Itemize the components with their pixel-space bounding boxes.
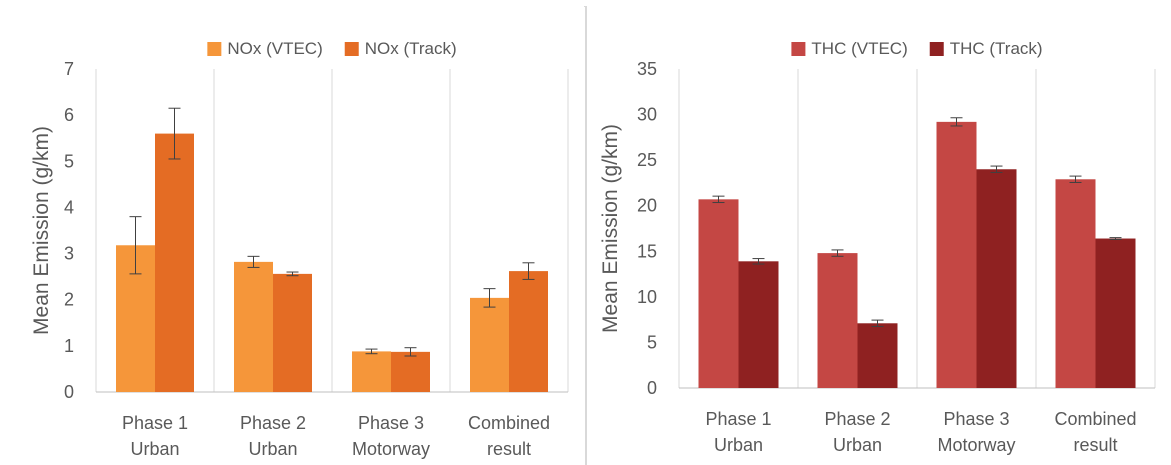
nox-legend-label: NOx (VTEC): [227, 39, 322, 58]
nox-category-label: result: [487, 439, 531, 459]
nox-category-label: Phase 1: [122, 413, 188, 433]
nox-y-tick-label: 0: [64, 382, 74, 402]
thc-bar: [857, 323, 898, 388]
nox-category-label: Combined: [468, 413, 550, 433]
thc-y-tick-label: 35: [637, 59, 657, 79]
nox-bar: [352, 351, 391, 392]
thc-y-tick-label: 10: [637, 287, 657, 307]
thc-category-label: Urban: [714, 435, 763, 455]
thc-bar: [936, 121, 977, 388]
thc-bar: [976, 169, 1017, 388]
nox-category-label: Motorway: [352, 439, 430, 459]
thc-legend-label: THC (Track): [950, 39, 1043, 58]
thc-category-label: Phase 3: [943, 409, 1009, 429]
thc-category-label: Motorway: [937, 435, 1015, 455]
thc-category-label: Phase 2: [824, 409, 890, 429]
nox-bar: [391, 351, 430, 392]
nox-bar: [509, 271, 548, 392]
thc-y-tick-label: 5: [647, 332, 657, 352]
thc-y-tick-label: 15: [637, 241, 657, 261]
thc-bar: [817, 253, 858, 388]
nox-bar: [155, 133, 194, 392]
thc-legend-swatch: [929, 42, 944, 56]
thc-y-tick-label: 30: [637, 105, 657, 125]
nox-chart-panel: 0 1 2 3 4 5 6 7 Mean Emission (g/km) Phase 1 Urban…: [0, 0, 584, 465]
nox-y-tick-label: 3: [64, 244, 74, 264]
nox-legend-label: NOx (Track): [365, 39, 457, 58]
nox-y-tick-label: 7: [64, 59, 74, 79]
nox-bar-chart: 0 1 2 3 4 5 6 7 Mean Emission (g/km) Phase 1 Urban…: [30, 39, 569, 459]
thc-bar: [698, 199, 739, 388]
thc-y-tick-label: 20: [637, 196, 657, 216]
thc-bar-chart: 0 5 10 15 20 25 30 35 Mean Emission (g/km) Phase …: [599, 39, 1156, 455]
nox-category-label: Urban: [248, 439, 297, 459]
nox-y-tick-label: 2: [64, 290, 74, 310]
nox-bar: [273, 273, 312, 392]
thc-y-tick-label: 0: [647, 378, 657, 398]
nox-y-tick-label: 1: [64, 336, 74, 356]
nox-legend-swatch: [207, 42, 222, 56]
thc-legend-label: THC (VTEC): [811, 39, 907, 58]
nox-y-tick-label: 4: [64, 197, 74, 217]
nox-bar: [234, 261, 273, 392]
thc-bar: [738, 261, 779, 388]
thc-y-tick-label: 25: [637, 150, 657, 170]
nox-y-axis-title: Mean Emission (g/km): [30, 126, 53, 335]
nox-category-label: Phase 3: [358, 413, 424, 433]
thc-legend-swatch: [791, 42, 806, 56]
thc-category-label: result: [1073, 435, 1117, 455]
thc-chart-panel: 0 5 10 15 20 25 30 35 Mean Emission (g/km) Phase …: [587, 0, 1171, 465]
thc-bar: [1055, 179, 1096, 388]
nox-category-label: Urban: [130, 439, 179, 459]
thc-category-label: Combined: [1054, 409, 1136, 429]
nox-y-tick-label: 6: [64, 105, 74, 125]
nox-category-label: Phase 2: [240, 413, 306, 433]
thc-category-label: Phase 1: [705, 409, 771, 429]
nox-bar: [470, 297, 509, 392]
thc-category-label: Urban: [833, 435, 882, 455]
nox-y-tick-label: 5: [64, 151, 74, 171]
thc-bar: [1095, 238, 1136, 388]
nox-legend-swatch: [344, 42, 359, 56]
panel-divider: [585, 6, 587, 465]
thc-y-axis-title: Mean Emission (g/km): [599, 124, 622, 333]
